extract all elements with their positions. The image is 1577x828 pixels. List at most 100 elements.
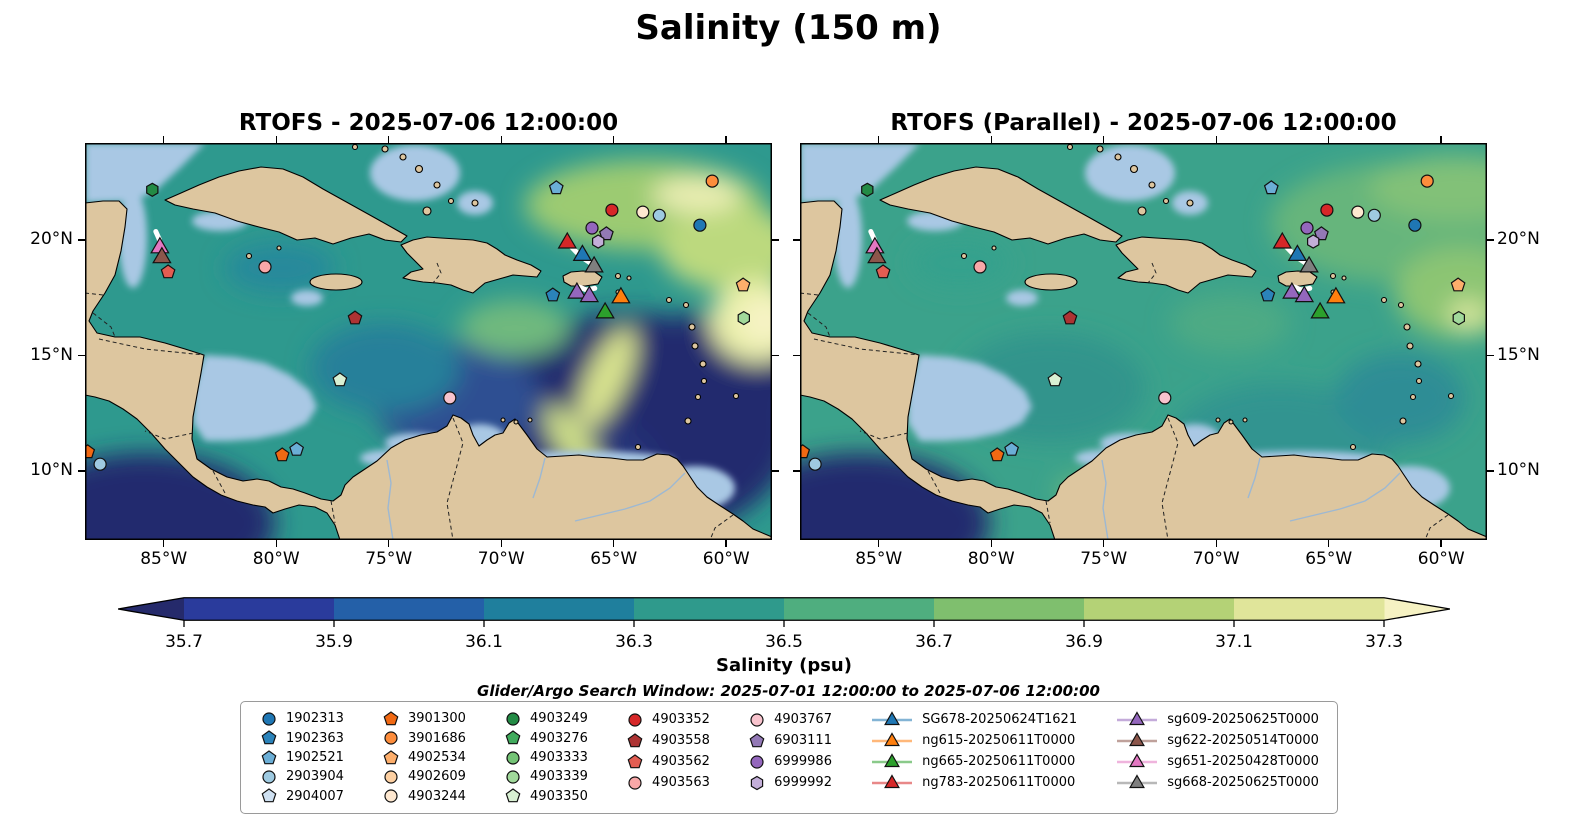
marker-1902521 [289,441,305,456]
float-marker-icon [627,753,643,768]
marker-6903111 [598,226,614,241]
legend-entry-SG678-20250624T1621: SG678-20250624T1621 [869,709,1077,730]
legend-entry-4903558: 4903558 [625,730,710,751]
x-tick [500,136,502,143]
map-rtofs-parallel [730,143,1540,593]
legend-entry-4903350: 4903350 [503,787,588,806]
legend-entry-3901686: 3901686 [381,728,466,747]
float-marker-icon [506,770,520,784]
float-marker-icon [505,730,521,745]
marker-sg622-20250514T0000 [867,246,887,264]
panel-title-rtofs: RTOFS - 2025-07-06 12:00:00 [238,110,619,136]
y-tick [78,354,85,357]
float-marker-icon [628,712,642,727]
marker-4903249 [861,182,874,197]
x-tick [1327,136,1330,143]
marker-SG678-20250624T1621 [572,244,593,262]
x-tick [877,136,880,143]
legend-label: 3901300 [408,711,466,727]
legend-entry-4903352: 4903352 [625,709,710,730]
x-tick [162,540,165,547]
search-window-text: Glider/Argo Search Window: 2025-07-01 12… [477,682,1100,700]
x-tick [1440,136,1442,143]
glider-marker-icon [1117,710,1158,725]
marker-2903904 [652,208,666,222]
marker-6999992 [592,234,605,249]
legend-label: 4903333 [530,750,588,766]
y-tick [78,239,85,241]
legend-label: 1902521 [286,750,344,766]
float-marker-icon [384,789,398,803]
legend-entry-sg622-20250514T0000: sg622-20250514T0000 [1114,730,1319,751]
legend-entry-2904007: 2904007 [259,787,344,806]
marker-4903352 [1320,203,1334,217]
legend-column: 3901300 3901686 4902534 4902609 4903244 [381,709,466,806]
marker-1902521 [1004,441,1020,456]
lon-tick-label: 80°W [967,549,1015,569]
legend-entry-4903244: 4903244 [381,787,466,806]
legend-label: ng783-20250611T0000 [922,775,1076,790]
glider-marker-icon [1117,773,1158,788]
marker-4903767 [443,391,457,405]
marker-3901300 [274,447,290,462]
marker-1902313 [693,218,707,232]
x-tick [387,136,390,143]
lon-tick-label: 75°W [1080,549,1128,569]
glider-marker-icon [872,710,913,725]
legend-column: 4903767 6903111 6999986 6999992 [747,709,832,806]
legend-entry-4903333: 4903333 [503,748,588,767]
float-marker-icon [750,775,764,790]
legend-entry-6903111: 6903111 [747,730,832,751]
lat-tick-label: 15°N [30,344,73,365]
marker-4903562 [875,264,891,279]
legend-label: 4903249 [530,711,588,727]
float-marker-icon [627,732,643,747]
legend-entry-sg651-20250428T0000: sg651-20250428T0000 [1114,751,1319,772]
legend-label: 4903352 [652,712,710,727]
x-tick [1215,540,1217,547]
legend-column: 4903352 4903558 4903562 4903563 [625,709,710,806]
lon-tick-label: 70°W [1192,549,1240,569]
marker-4903563 [258,260,272,274]
marker-4903244 [1351,205,1365,219]
lat-tick-label: 10°N [1497,460,1540,480]
x-tick [725,540,727,547]
legend-column: 4903249 4903276 4903333 4903339 4903350 [503,709,588,806]
marker-sg609-20250625T0000 [1282,281,1302,299]
legend-label: 3901686 [408,730,466,746]
lon-tick-label: 75°W [365,549,413,569]
marker-2903904 [93,457,107,471]
marker-4903352 [605,203,619,217]
legend-entry-6999986: 6999986 [747,751,832,772]
float-marker-icon [506,750,520,765]
legend-column: sg609-20250625T0000 sg622-20250514T0000 sg… [1114,709,1319,806]
colorbar-tick-label: 36.1 [465,632,503,652]
marker-sg609-20250625T0000 [567,281,587,299]
y-tick [78,470,85,472]
marker-1902363 [1260,287,1276,302]
colorbar-tick-label: 36.9 [1065,632,1103,652]
legend-entry-3901300: 3901300 [381,709,466,728]
float-marker-icon [750,754,764,769]
legend-label: 4902609 [408,769,466,785]
legend-label: 4903562 [652,754,710,769]
marker-1902363 [545,287,561,302]
glider-track [575,284,598,293]
legend-label: sg622-20250514T0000 [1167,733,1319,748]
float-marker-icon [383,749,399,764]
colorbar-tick-label: 36.7 [915,632,953,652]
legend-entry-4903767: 4903767 [747,709,832,730]
colorbar-tick-label: 35.9 [315,632,353,652]
legend-label: sg609-20250625T0000 [1167,712,1319,727]
lon-tick-label: 60°W [702,549,750,569]
x-tick [990,540,992,547]
marker-ng615-20250611T0000 [1326,286,1346,304]
marker-sg668-20250625T0000 [584,255,604,273]
float-marker-icon [384,731,398,745]
lon-tick-label: 65°W [590,549,638,569]
legend-entry-1902363: 1902363 [259,728,344,747]
marker-6999986 [585,221,599,235]
legend-entry-ng615-20250611T0000: ng615-20250611T0000 [869,730,1077,751]
legend-label: 6999992 [774,775,832,790]
